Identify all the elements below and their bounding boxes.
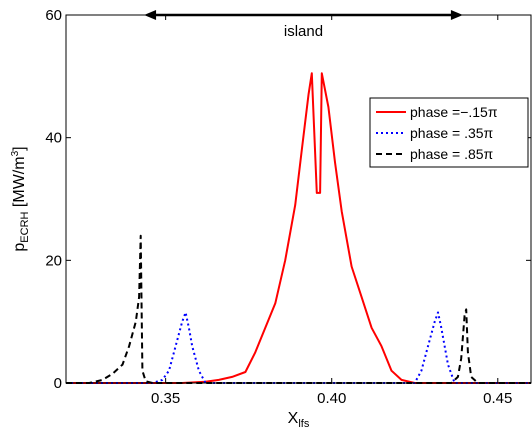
annotation-layer: island [144,10,463,40]
y-axis-label-unit-close: ] [11,146,28,150]
plot-frame [65,14,532,384]
tick-layer: 0.35 0.40 0.45 0 20 40 60 [45,7,531,407]
y-tick-label: 60 [45,7,62,24]
series-line-0 [66,72,531,384]
y-axis-label: pECRH [MW/m3] [10,146,31,251]
y-tick-label: 0 [54,375,62,392]
series-layer [66,72,531,384]
y-axis-label-sub: ECRH [19,211,31,242]
island-label: island [284,23,323,40]
x-tick-label: 0.40 [317,390,346,407]
x-tick-label: 0.35 [151,390,180,407]
y-axis-label-unit: [MW/m [11,156,28,211]
series-line-1 [66,311,531,384]
y-axis-label-unit-sup: 3 [10,150,21,156]
legend-label: phase = .35π [410,125,494,141]
legend-label: phase =−.15π [410,104,498,120]
y-tick-label: 40 [45,130,62,147]
x-axis-label-main: X [288,410,299,427]
series-line-2 [66,234,531,384]
island-arrow-right-head [450,10,463,20]
x-tick-label: 0.45 [483,390,512,407]
x-axis-label-sub: lfs [298,418,310,428]
x-axis-label: Xlfs [288,410,310,428]
island-arrow-left-head [144,10,157,20]
y-axis-label-main: p [11,243,28,252]
legend: phase =−.15π phase = .35π phase = .85π [369,97,529,168]
y-tick-label: 20 [45,252,62,269]
legend-label: phase = .85π [410,146,494,162]
